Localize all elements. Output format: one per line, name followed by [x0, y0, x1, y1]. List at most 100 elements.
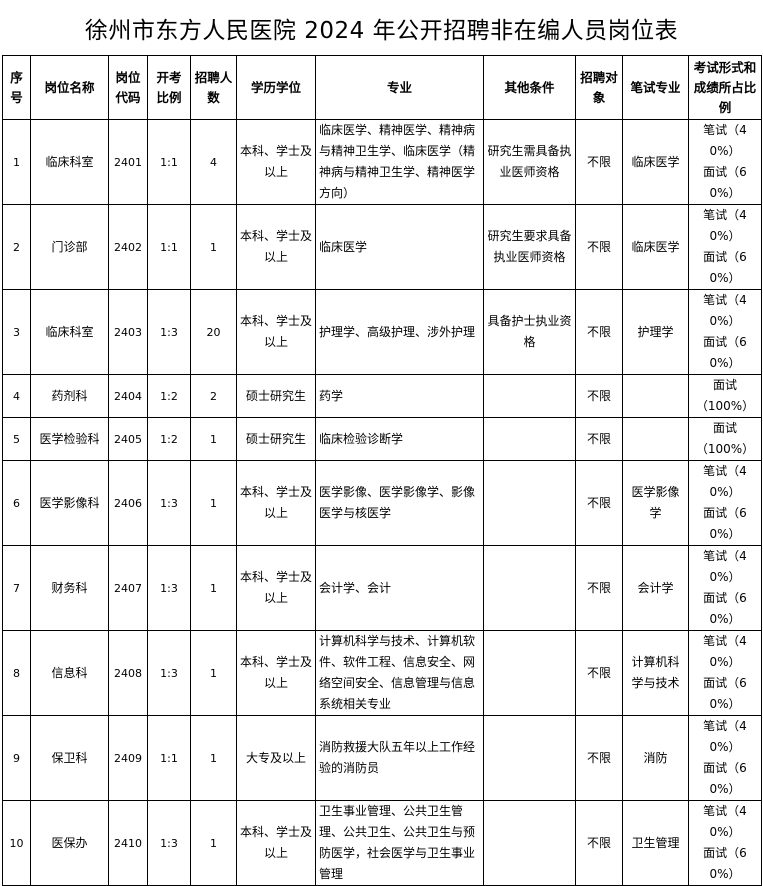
exam-form-line: （100%）	[695, 399, 755, 413]
cell-hire-count: 1	[190, 800, 237, 886]
header-seq: 序号	[2, 55, 31, 120]
cell-exam-ratio: 1:2	[147, 417, 191, 461]
cell-other-conditions	[483, 374, 576, 418]
header-major: 专业	[315, 55, 484, 120]
cell-hire-count: 1	[190, 460, 237, 546]
cell-other-conditions	[483, 460, 576, 546]
cell-other-conditions: 研究生要求具备执业医师资格	[483, 204, 576, 290]
header-row: 序号 岗位名称 岗位代码 开考比例 招聘人数 学历学位 专业 其他条件 招聘对象 笔试专业 考试形式…	[2, 55, 762, 120]
cell-other-conditions	[483, 545, 576, 631]
cell-written-subject	[622, 417, 689, 461]
cell-position-code: 2402	[108, 204, 148, 290]
cell-position-code: 2403	[108, 289, 148, 375]
cell-major: 卫生事业管理、公共卫生管理、公共卫生、公共卫生与预防医学，社会医学与卫生事业管理	[315, 800, 484, 886]
cell-exam-form: 笔试（40%） 面试（60%）	[688, 289, 762, 375]
cell-position-code: 2409	[108, 715, 148, 801]
table-row: 6 医学影像科 2406 1:3 1 本科、学士及以上 医学影像、医学影像学、影像医学与核医…	[2, 460, 762, 546]
cell-exam-ratio: 1:1	[147, 204, 191, 290]
cell-position-code: 2407	[108, 545, 148, 631]
exam-form-line: 面试（60%）	[703, 676, 747, 711]
cell-position-name: 门诊部	[30, 204, 109, 290]
cell-position-code: 2406	[108, 460, 148, 546]
cell-seq: 9	[2, 715, 31, 801]
table-row: 4 药剂科 2404 1:2 2 硕士研究生 药学 不限 面试 （100%）	[2, 374, 762, 418]
page-title: 徐州市东方人民医院 2024 年公开招聘非在编人员岗位表	[84, 18, 679, 44]
cell-education: 大专及以上	[236, 715, 316, 801]
cell-hire-count: 1	[190, 417, 237, 461]
cell-position-code: 2410	[108, 800, 148, 886]
exam-form-line: 面试（60%）	[703, 591, 747, 626]
cell-target: 不限	[575, 715, 623, 801]
cell-education: 本科、学士及以上	[236, 800, 316, 886]
cell-position-code: 2401	[108, 119, 148, 205]
cell-exam-ratio: 1:3	[147, 460, 191, 546]
exam-form-line: 面试（60%）	[703, 250, 747, 285]
exam-form-line: 面试（60%）	[703, 506, 747, 541]
cell-position-name: 信息科	[30, 630, 109, 716]
cell-exam-form: 笔试（40%） 面试（60%）	[688, 630, 762, 716]
cell-target: 不限	[575, 545, 623, 631]
cell-education: 本科、学士及以上	[236, 119, 316, 205]
cell-position-name: 医保办	[30, 800, 109, 886]
cell-exam-ratio: 1:3	[147, 545, 191, 631]
cell-major: 临床检验诊断学	[315, 417, 484, 461]
header-target: 招聘对象	[575, 55, 623, 120]
exam-form-line: 面试（60%）	[703, 846, 747, 881]
cell-other-conditions	[483, 800, 576, 886]
table-row: 3 临床科室 2403 1:3 20 本科、学士及以上 护理学、高级护理、涉外护理 具备护士执…	[2, 289, 762, 375]
cell-hire-count: 1	[190, 630, 237, 716]
cell-major: 临床医学、精神医学、精神病与精神卫生学、临床医学（精神病与精神卫生学、精神医学方…	[315, 119, 484, 205]
cell-exam-ratio: 1:3	[147, 800, 191, 886]
cell-seq: 5	[2, 417, 31, 461]
cell-written-subject: 卫生管理	[622, 800, 689, 886]
table-row: 8 信息科 2408 1:3 1 本科、学士及以上 计算机科学与技术、计算机软件、软件工程、…	[2, 630, 762, 716]
cell-exam-form: 笔试（40%） 面试（60%）	[688, 715, 762, 801]
exam-form-line: 笔试（40%）	[703, 208, 747, 243]
cell-target: 不限	[575, 630, 623, 716]
exam-form-line: 面试	[712, 378, 737, 392]
cell-written-subject: 临床医学	[622, 204, 689, 290]
cell-education: 本科、学士及以上	[236, 204, 316, 290]
header-hire-count: 招聘人数	[190, 55, 237, 120]
cell-exam-ratio: 1:1	[147, 119, 191, 205]
exam-form-line: （100%）	[695, 442, 755, 456]
cell-target: 不限	[575, 417, 623, 461]
cell-target: 不限	[575, 119, 623, 205]
cell-position-code: 2405	[108, 417, 148, 461]
header-position-code: 岗位代码	[108, 55, 148, 120]
cell-other-conditions	[483, 417, 576, 461]
cell-exam-form: 笔试（40%） 面试（60%）	[688, 545, 762, 631]
cell-education: 本科、学士及以上	[236, 289, 316, 375]
cell-written-subject: 护理学	[622, 289, 689, 375]
cell-education: 硕士研究生	[236, 417, 316, 461]
cell-position-name: 财务科	[30, 545, 109, 631]
cell-hire-count: 1	[190, 204, 237, 290]
table-row: 5 医学检验科 2405 1:2 1 硕士研究生 临床检验诊断学 不限 面试 （100%）	[2, 417, 762, 461]
exam-form-line: 笔试（40%）	[703, 804, 747, 839]
exam-form-line: 笔试（40%）	[703, 634, 747, 669]
cell-hire-count: 20	[190, 289, 237, 375]
table-row: 10 医保办 2410 1:3 1 本科、学士及以上 卫生事业管理、公共卫生管理、公共卫生、…	[2, 800, 762, 886]
cell-other-conditions	[483, 715, 576, 801]
cell-hire-count: 1	[190, 545, 237, 631]
exam-form-line: 笔试（40%）	[703, 549, 747, 584]
header-education: 学历学位	[236, 55, 316, 120]
cell-education: 本科、学士及以上	[236, 630, 316, 716]
cell-exam-form: 笔试（40%） 面试（60%）	[688, 460, 762, 546]
cell-hire-count: 1	[190, 715, 237, 801]
exam-form-line: 笔试（40%）	[703, 719, 747, 754]
exam-form-line: 笔试（40%）	[703, 123, 747, 158]
cell-seq: 8	[2, 630, 31, 716]
cell-seq: 3	[2, 289, 31, 375]
cell-written-subject: 会计学	[622, 545, 689, 631]
cell-exam-form: 笔试（40%） 面试（60%）	[688, 204, 762, 290]
cell-seq: 7	[2, 545, 31, 631]
cell-target: 不限	[575, 800, 623, 886]
exam-form-line: 笔试（40%）	[703, 293, 747, 328]
cell-major: 消防救援大队五年以上工作经验的消防员	[315, 715, 484, 801]
exam-form-line: 面试（60%）	[703, 165, 747, 200]
cell-target: 不限	[575, 374, 623, 418]
cell-other-conditions	[483, 630, 576, 716]
cell-written-subject: 医学影像学	[622, 460, 689, 546]
cell-exam-form: 面试 （100%）	[688, 374, 762, 418]
